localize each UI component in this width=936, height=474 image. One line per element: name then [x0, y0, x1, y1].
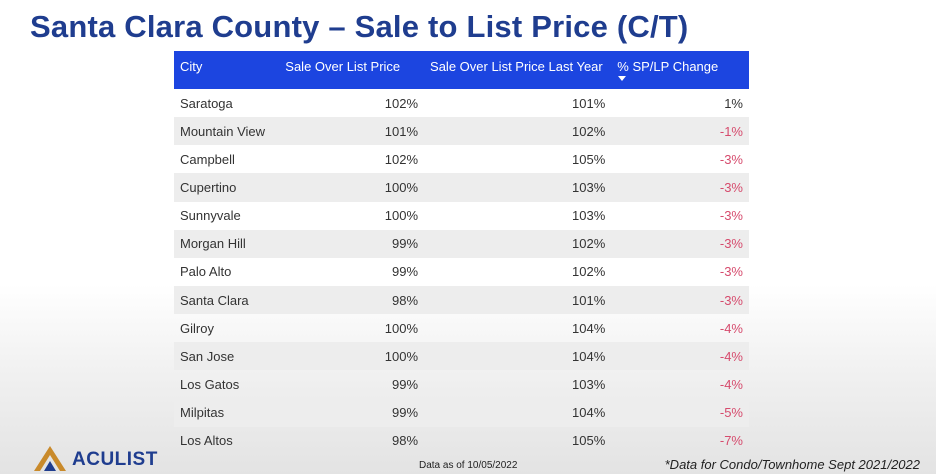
table-row: Sunnyvale 100% 103% -3%: [174, 202, 749, 230]
cell-sp-lp-change: -3%: [719, 208, 743, 224]
cell-sp-lp-change: -3%: [719, 179, 743, 195]
cell-sale-over-list-last-year: 102%: [572, 123, 606, 139]
cell-sale-over-list: 99%: [392, 264, 419, 280]
cell-city: Santa Clara: [180, 292, 249, 308]
cell-sale-over-list: 102%: [384, 151, 419, 167]
cell-city: Palo Alto: [180, 264, 232, 280]
cell-city: Los Altos: [180, 433, 233, 449]
column-header-sp-lp-change-label: % SP/LP Change: [617, 59, 719, 74]
cell-city: Milpitas: [180, 405, 225, 421]
cell-sale-over-list: 102%: [384, 95, 419, 111]
cell-sp-lp-change: -3%: [719, 151, 743, 167]
cell-sale-over-list-last-year: 101%: [572, 292, 606, 308]
cell-sale-over-list-last-year: 103%: [572, 179, 606, 195]
table-row: San Jose 100% 104% -4%: [174, 342, 749, 371]
cell-sale-over-list-last-year: 105%: [572, 151, 606, 167]
table-row: Los Gatos 99% 103% -4%: [174, 370, 749, 398]
footnote: *Data for Condo/Townhome Sept 2021/2022: [664, 457, 920, 472]
cell-sp-lp-change: -7%: [719, 433, 743, 449]
logo-text: ACULIST: [72, 449, 158, 470]
table-row: Palo Alto 99% 102% -3%: [174, 258, 749, 286]
cell-sale-over-list: 100%: [384, 320, 419, 336]
cell-sale-over-list: 100%: [384, 208, 419, 224]
cell-city: Gilroy: [180, 320, 214, 336]
cell-sale-over-list-last-year: 104%: [572, 348, 606, 364]
cell-sale-over-list-last-year: 101%: [572, 95, 606, 111]
cell-city: Sunnyvale: [180, 208, 241, 224]
cell-sale-over-list-last-year: 105%: [572, 433, 606, 449]
cell-city: Mountain View: [180, 123, 266, 139]
cell-sale-over-list-last-year: 102%: [572, 264, 606, 280]
cell-sale-over-list-last-year: 103%: [572, 376, 606, 392]
cell-city: Saratoga: [180, 95, 233, 111]
cell-sale-over-list: 99%: [392, 376, 419, 392]
cell-sale-over-list: 101%: [384, 123, 419, 139]
aculist-logo: [34, 446, 66, 471]
table-row: Morgan Hill 99% 102% -3%: [174, 229, 749, 258]
cell-sp-lp-change: -3%: [719, 292, 743, 308]
table-row: Santa Clara 98% 101% -3%: [174, 285, 749, 315]
cell-city: Cupertino: [180, 179, 237, 195]
table-row: Los Altos 98% 105% -7%: [174, 427, 749, 455]
sort-descending-icon: [618, 76, 627, 81]
cell-sale-over-list: 98%: [392, 433, 419, 449]
cell-sale-over-list-last-year: 104%: [572, 320, 606, 336]
sale-to-list-table: City Sale Over List Price Sale Over List…: [174, 51, 749, 455]
cell-sp-lp-change: -3%: [719, 264, 743, 280]
cell-sale-over-list: 100%: [384, 348, 419, 364]
table-row: Mountain View 101% 102% -1%: [174, 117, 749, 146]
data-as-of-label: Data as of 10/05/2022: [419, 460, 518, 471]
cell-sale-over-list-last-year: 102%: [572, 236, 606, 252]
cell-city: Campbell: [180, 151, 235, 167]
page-title: Santa Clara County – Sale to List Price …: [30, 9, 689, 44]
column-header-sale-over-list-last-year[interactable]: Sale Over List Price Last Year: [430, 59, 603, 74]
cell-sale-over-list-last-year: 104%: [572, 405, 606, 421]
column-header-sale-over-list[interactable]: Sale Over List Price: [285, 59, 401, 74]
table-row: Saratoga 102% 101% 1%: [174, 89, 749, 117]
cell-sale-over-list: 98%: [392, 292, 419, 308]
cell-sp-lp-change: -4%: [719, 320, 743, 336]
cell-sale-over-list-last-year: 103%: [572, 208, 606, 224]
table-row: Cupertino 100% 103% -3%: [174, 173, 749, 202]
cell-sp-lp-change: -1%: [719, 123, 743, 139]
table-row: Campbell 102% 105% -3%: [174, 145, 749, 173]
table-row: Gilroy 100% 104% -4%: [174, 314, 749, 342]
column-header-sp-lp-change[interactable]: % SP/LP Change: [611, 51, 749, 89]
cell-sp-lp-change: -5%: [719, 405, 743, 421]
cell-sp-lp-change: 1%: [724, 95, 743, 111]
table-body: Saratoga 102% 101% 1% Mountain View 101% 102% -…: [174, 89, 749, 455]
cell-sale-over-list: 100%: [384, 179, 419, 195]
column-header-city[interactable]: City: [180, 59, 203, 74]
cell-sale-over-list: 99%: [392, 405, 419, 421]
table-header-row: City Sale Over List Price Sale Over List…: [174, 51, 749, 89]
cell-sp-lp-change: -3%: [719, 236, 743, 252]
cell-city: Los Gatos: [180, 376, 240, 392]
cell-city: Morgan Hill: [180, 236, 246, 252]
cell-sp-lp-change: -4%: [719, 376, 743, 392]
cell-sale-over-list: 99%: [392, 236, 419, 252]
cell-sp-lp-change: -4%: [719, 348, 743, 364]
cell-city: San Jose: [180, 348, 235, 364]
table-row: Milpitas 99% 104% -5%: [174, 398, 749, 427]
